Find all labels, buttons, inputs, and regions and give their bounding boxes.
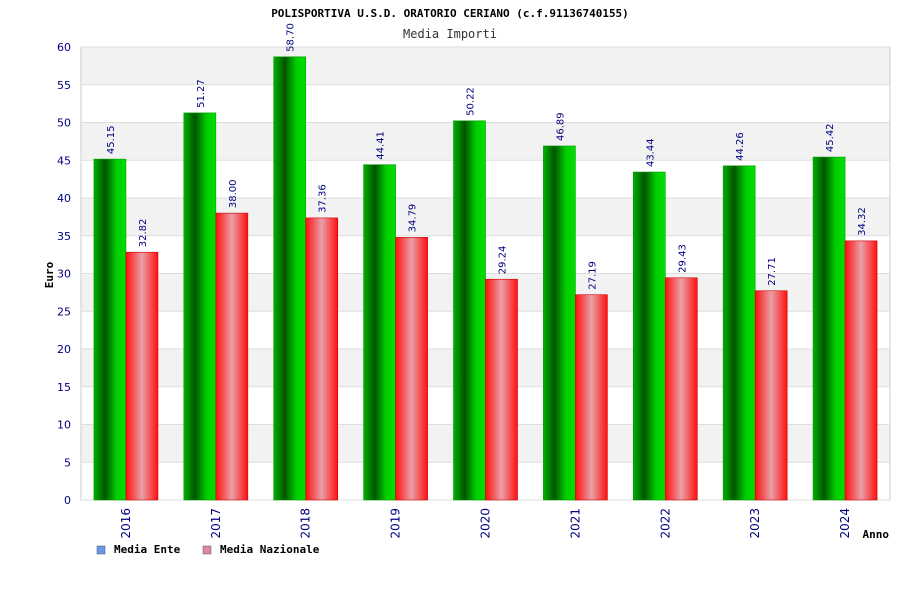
value-label: 37.36 — [318, 184, 329, 213]
value-label: 29.43 — [677, 244, 688, 273]
value-label: 45.15 — [106, 125, 117, 154]
y-tick-label: 10 — [57, 419, 71, 432]
value-label: 32.82 — [138, 219, 149, 248]
bar-media-ente-2017 — [183, 112, 217, 501]
bar-media-nazionale-2022 — [664, 277, 698, 501]
x-tick-label: 2024 — [838, 508, 852, 539]
chart-title: POLISPORTIVA U.S.D. ORATORIO CERIANO (c.… — [271, 7, 629, 20]
bar-media-nazionale-2017 — [215, 212, 249, 501]
bar-media-ente-2021 — [543, 145, 576, 501]
x-tick-label: 2018 — [299, 508, 313, 539]
bar-media-ente-2018 — [273, 56, 307, 501]
y-tick-label: 25 — [57, 305, 71, 318]
x-tick-label: 2017 — [209, 508, 223, 539]
value-label: 29.24 — [498, 246, 509, 275]
legend-label-media-nazionale: Media Nazionale — [220, 543, 320, 556]
bar-media-ente-2016 — [93, 158, 127, 501]
y-tick-label: 20 — [57, 343, 71, 356]
y-axis-ticks: 0 5 10 15 20 25 30 35 40 45 50 55 60 — [57, 41, 71, 507]
value-label: 45.42 — [825, 123, 836, 152]
value-label: 27.71 — [767, 257, 778, 286]
y-tick-label: 50 — [57, 117, 71, 130]
y-tick-label: 30 — [57, 268, 71, 281]
bar-media-ente-2024 — [812, 156, 846, 501]
bar-media-ente-2023 — [722, 165, 756, 501]
bar-media-nazionale-2020 — [485, 278, 518, 501]
value-label: 34.32 — [857, 207, 868, 236]
legend-label-media-ente: Media Ente — [114, 543, 181, 556]
value-label: 51.27 — [196, 79, 207, 108]
x-tick-label: 2021 — [568, 508, 582, 539]
value-label: 27.19 — [587, 261, 598, 290]
x-tick-label: 2016 — [119, 508, 133, 539]
y-tick-label: 60 — [57, 41, 71, 54]
y-tick-label: 40 — [57, 192, 71, 205]
x-tick-label: 2023 — [748, 508, 762, 539]
y-tick-label: 0 — [64, 494, 71, 507]
value-label: 43.44 — [645, 138, 656, 167]
value-label: 44.26 — [735, 132, 746, 161]
y-axis-label: Euro — [43, 261, 56, 288]
bar-media-nazionale-2024 — [844, 240, 878, 501]
x-axis-ticks: 2016 2017 2018 2019 2020 2021 2022 2023 2024 — [119, 508, 852, 539]
bar-media-ente-2020 — [453, 120, 486, 501]
bar-media-nazionale-2019 — [395, 237, 428, 501]
value-label: 44.41 — [376, 131, 387, 160]
bars — [93, 56, 878, 501]
x-tick-label: 2022 — [658, 508, 672, 539]
value-label: 46.89 — [555, 112, 566, 141]
plot-band — [81, 47, 890, 85]
bar-media-nazionale-2021 — [575, 294, 608, 501]
value-label: 58.70 — [286, 23, 297, 52]
x-tick-label: 2019 — [389, 508, 403, 539]
y-tick-label: 35 — [57, 230, 71, 243]
bar-media-nazionale-2018 — [305, 217, 339, 501]
value-label: 38.00 — [228, 179, 239, 208]
x-axis-label: Anno — [863, 528, 890, 541]
value-label: 34.79 — [408, 204, 419, 233]
y-tick-label: 5 — [64, 456, 71, 469]
y-tick-label: 45 — [57, 154, 71, 167]
chart-subtitle: Media Importi — [403, 27, 497, 41]
legend-swatch-media-nazionale — [202, 545, 212, 555]
bar-media-nazionale-2016 — [125, 251, 159, 501]
bar-media-ente-2022 — [632, 171, 666, 501]
x-tick-label: 2020 — [479, 508, 493, 539]
value-label: 50.22 — [466, 87, 477, 116]
value-labels: 45.15 32.82 51.27 38.00 58.70 37.36 44.41 34.79… — [106, 23, 868, 290]
y-tick-label: 15 — [57, 381, 71, 394]
bar-media-ente-2019 — [363, 164, 396, 501]
bar-media-nazionale-2023 — [754, 290, 788, 501]
y-tick-label: 55 — [57, 79, 71, 92]
legend: Media Ente Media Nazionale — [96, 543, 320, 556]
legend-swatch-media-ente — [96, 545, 106, 555]
